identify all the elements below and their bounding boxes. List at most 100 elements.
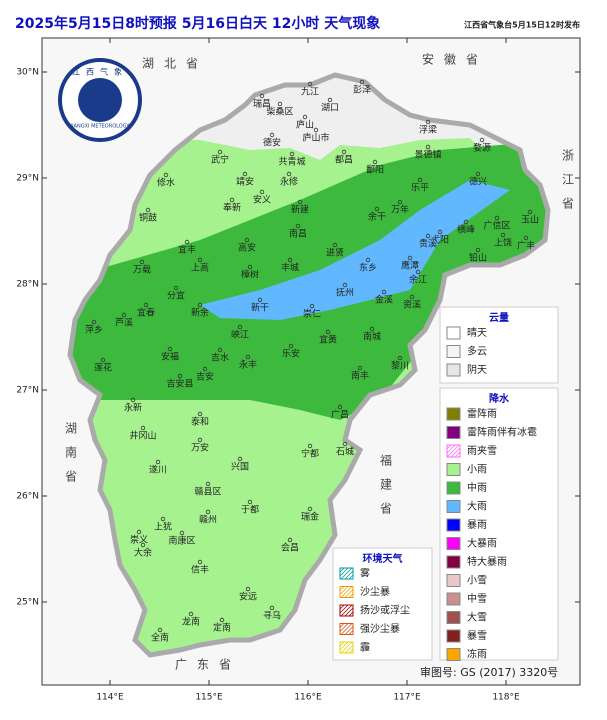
legend-swatch xyxy=(446,326,461,340)
place-dot xyxy=(500,232,506,238)
review-number: 审图号: GS (2017) 3320号 xyxy=(420,665,558,679)
place-label: 铅山 xyxy=(469,252,487,264)
province-label: 福建省 xyxy=(379,453,393,526)
place-dot xyxy=(245,586,251,592)
place-dot xyxy=(372,159,378,165)
place-label: 上饶 xyxy=(494,237,512,249)
place-dot xyxy=(143,302,149,308)
place-dot xyxy=(247,499,253,505)
place-dot xyxy=(327,97,333,103)
place-dot xyxy=(425,144,431,150)
logo-text: JIANGXI METEOROLOGY xyxy=(70,124,131,130)
place-label: 奉新 xyxy=(223,202,241,214)
place-dot xyxy=(289,151,295,157)
province-border xyxy=(67,72,551,658)
place-dot xyxy=(307,81,313,87)
place-label: 寻乌 xyxy=(263,610,281,622)
place-dot xyxy=(197,437,203,443)
place-dot xyxy=(130,397,136,403)
place-dot xyxy=(527,209,533,215)
place-dot xyxy=(259,93,265,99)
legend-label: 暴雨 xyxy=(467,519,487,531)
place-dot xyxy=(197,257,203,263)
place-dot xyxy=(523,235,529,241)
place-label: 横峰 xyxy=(457,224,475,236)
place-dot xyxy=(409,294,415,300)
place-label: 浮梁 xyxy=(419,124,437,136)
place-dot xyxy=(259,189,265,195)
legend-hatch xyxy=(339,586,349,595)
place-dot xyxy=(475,247,481,253)
place-dot xyxy=(287,257,293,263)
place-label: 都昌 xyxy=(335,155,353,166)
place-label: 上高 xyxy=(191,262,209,274)
place-dot xyxy=(286,171,292,177)
legend-label: 暴雪 xyxy=(467,630,487,642)
place-dot xyxy=(332,242,338,248)
place-dot xyxy=(397,199,403,205)
place-label: 樟树 xyxy=(241,269,259,281)
place-dot xyxy=(341,149,347,155)
province-label: 湖北省 xyxy=(142,56,208,71)
place-label: 安福 xyxy=(161,351,179,363)
place-dot xyxy=(257,297,263,303)
logo-name: 江西气象 xyxy=(72,67,128,77)
place-label: 崇仁 xyxy=(303,308,321,320)
place-label: 瑞昌 xyxy=(253,98,271,110)
place-dot xyxy=(205,481,211,487)
legend-swatch xyxy=(446,345,461,358)
legend-hatch xyxy=(340,567,353,580)
place-label: 进贤 xyxy=(326,248,344,259)
place-dot xyxy=(202,366,208,372)
place-label: 安义 xyxy=(253,194,271,206)
place-dot xyxy=(100,357,106,363)
place-dot xyxy=(463,219,469,225)
place-dot xyxy=(397,355,403,361)
place-dot xyxy=(121,312,127,318)
legend-label: 大雪 xyxy=(467,611,487,624)
place-label: 鄱阳 xyxy=(366,165,384,176)
place-dot xyxy=(91,319,97,325)
place-label: 瑞金 xyxy=(301,511,319,523)
place-dot xyxy=(425,233,431,239)
place-label: 柴桑区 xyxy=(266,106,293,118)
legend-hatch xyxy=(344,644,354,654)
place-label: 九江 xyxy=(301,87,319,98)
place-dot xyxy=(155,459,161,465)
legend-swatch xyxy=(446,463,461,476)
place-label: 武宁 xyxy=(211,154,229,166)
place-label: 玉山 xyxy=(521,215,539,226)
legend-label: 中雨 xyxy=(467,481,487,494)
place-label: 泰和 xyxy=(191,416,209,428)
legend-hatch xyxy=(344,607,354,617)
legend-hatch xyxy=(344,589,354,598)
place-label: 弋阳 xyxy=(431,234,449,246)
legend-label: 雨夹雪 xyxy=(467,444,497,457)
y-tick-label: 29°N xyxy=(16,174,39,184)
legend-swatch xyxy=(446,555,461,569)
place-dot xyxy=(287,537,293,543)
legend-hatch xyxy=(339,604,345,610)
place-label: 宜黄 xyxy=(319,334,337,346)
place-label: 莲花 xyxy=(94,362,112,374)
legend-label: 强沙尘暴 xyxy=(360,623,400,635)
legend-label: 冻雨 xyxy=(467,648,487,661)
legend-hatch xyxy=(446,444,452,450)
place-dot xyxy=(297,199,303,205)
place-dot xyxy=(197,411,203,417)
legend-hatch xyxy=(450,447,461,458)
title: 2025年5月15日8时预报 5月16日白天 12小时 天气现象 xyxy=(15,15,380,32)
legend-hatch xyxy=(339,641,345,647)
place-dot xyxy=(307,506,313,512)
province-label: 湖南省 xyxy=(64,421,78,494)
place-label: 资溪 xyxy=(403,299,421,311)
place-label: 南昌 xyxy=(289,228,307,240)
y-tick-label: 26°N xyxy=(16,492,39,502)
place-label: 全南 xyxy=(151,632,169,644)
place-label: 南城 xyxy=(363,331,381,343)
place-dot xyxy=(288,343,294,349)
x-tick-label: 118°E xyxy=(492,693,520,703)
place-dot xyxy=(136,529,142,535)
province-label: 安徽省 xyxy=(422,52,488,67)
place-dot xyxy=(237,456,243,462)
